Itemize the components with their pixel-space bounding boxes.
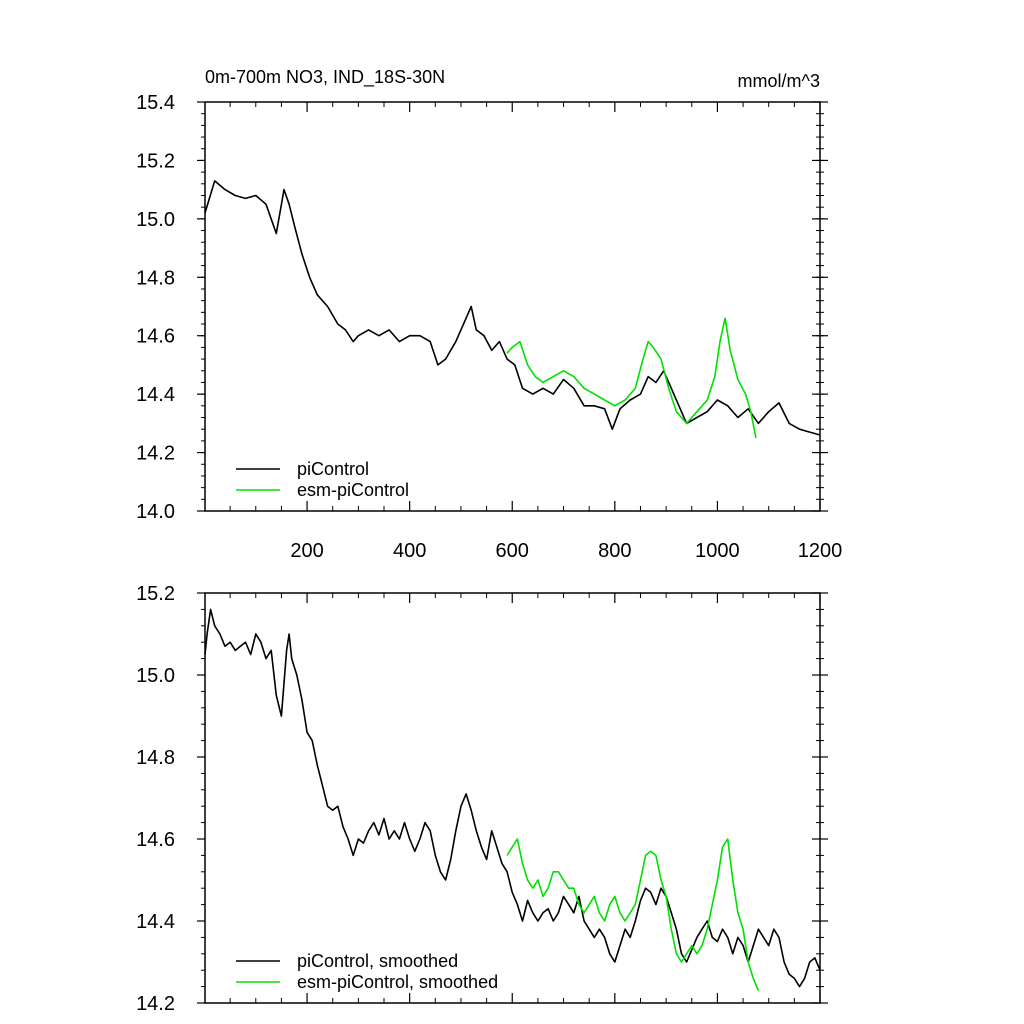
x-tick-label: 200 — [290, 540, 323, 562]
x-tick-label: 600 — [496, 540, 529, 562]
x-tick-label: 1200 — [798, 540, 843, 562]
y-tick-label: 15.4 — [136, 92, 175, 114]
y-tick-label: 14.4 — [136, 384, 175, 406]
legend-label-picontrol-smoothed: piControl, smoothed — [297, 951, 458, 971]
legend-label-esm-picontrol-smoothed: esm-piControl, smoothed — [297, 972, 498, 992]
panel-bottom: 14.2 14.4 14.6 14.8 15.0 15.2 piControl, smoo… — [136, 583, 828, 1015]
y-tick-label: 14.2 — [136, 443, 175, 465]
axis-ticks: 14.2 14.4 14.6 14.8 15.0 15.2 — [136, 583, 828, 1015]
chart-title: 0m-700m NO3, IND_18S-30N — [205, 67, 445, 88]
plot-lines — [204, 608, 821, 992]
y-tick-label: 14.0 — [136, 501, 175, 523]
legend-label-esm-picontrol: esm-piControl — [297, 480, 409, 500]
legend-label-picontrol: piControl — [297, 459, 369, 479]
x-tick-label: 1000 — [695, 540, 740, 562]
series-line-picontrol-smoothed — [204, 608, 821, 988]
plot-frame — [204, 101, 821, 512]
series-line-esm-picontrol-smoothed — [506, 838, 760, 992]
y-tick-label: 14.2 — [136, 993, 175, 1015]
panel-top: 0m-700m NO3, IND_18S-30N mmol/m^3 200 400… — [136, 67, 842, 562]
plot-lines — [204, 180, 821, 439]
x-tick-label: 800 — [598, 540, 631, 562]
y-tick-label: 14.8 — [136, 747, 175, 769]
y-tick-label: 15.2 — [136, 150, 175, 172]
x-tick-label: 400 — [393, 540, 426, 562]
plot-frame — [204, 592, 821, 1004]
y-tick-label: 15.2 — [136, 583, 175, 605]
legend: piControl esm-piControl — [236, 459, 409, 500]
series-line-picontrol — [204, 180, 821, 436]
y-tick-label: 15.0 — [136, 209, 175, 231]
y-tick-label: 14.6 — [136, 326, 175, 348]
y-tick-label: 14.6 — [136, 829, 175, 851]
series-line-esm-picontrol — [506, 317, 757, 439]
y-tick-label: 14.4 — [136, 911, 175, 933]
y-tick-label: 14.8 — [136, 267, 175, 289]
y-tick-label: 15.0 — [136, 665, 175, 687]
units-label: mmol/m^3 — [738, 71, 820, 91]
axis-ticks: 200 400 600 800 1000 1200 14.0 14.2 14.4 14.6 14.8… — [136, 92, 842, 562]
legend: piControl, smoothed esm-piControl, smoot… — [236, 951, 498, 992]
